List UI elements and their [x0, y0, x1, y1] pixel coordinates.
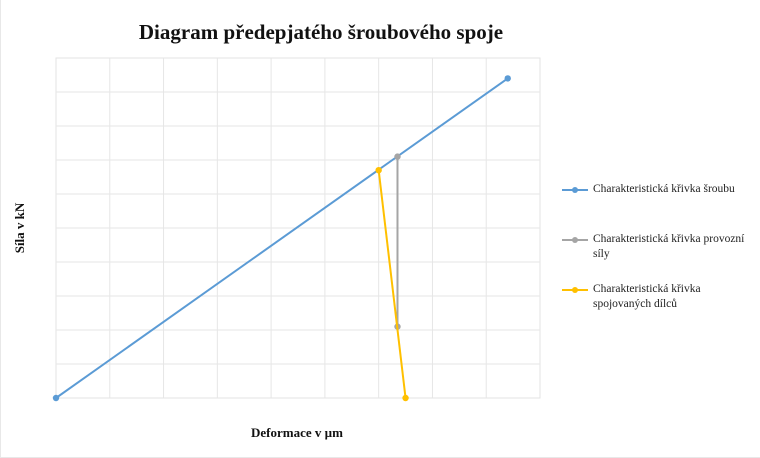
- legend-label-srouby: Charakteristická křivka šroubu: [593, 183, 735, 195]
- data-point-spojovanych-dilcu-0[interactable]: [375, 167, 382, 174]
- legend-swatch-marker: [572, 187, 578, 193]
- legend-label-provozni-sily: Charakteristická křivka provozní síly: [593, 233, 745, 260]
- chart-title: Diagram předepjatého šroubového spoje: [138, 20, 504, 44]
- data-point-srouby-1[interactable]: [504, 75, 511, 82]
- series-line-spojovanych-dilcu[interactable]: [377, 170, 407, 399]
- legend-swatch-marker: [572, 287, 578, 293]
- legend-swatch-srouby: [562, 187, 588, 193]
- series-group: [52, 75, 511, 402]
- x-axis-label: Deformace v µm: [251, 425, 343, 440]
- legend-swatch-marker: [572, 237, 578, 243]
- data-point-spojovanych-dilcu-1[interactable]: [402, 394, 409, 402]
- data-point-srouby-0[interactable]: [52, 394, 60, 402]
- grid: [56, 58, 540, 398]
- legend-swatch-spojovanych-dilcu: [562, 287, 588, 293]
- legend-label-spojovanych-dilcu: Charakteristická křivka spojovaných dílc…: [593, 283, 701, 310]
- data-point-provozni-sily-0[interactable]: [394, 153, 401, 160]
- legend-swatch-provozni-sily: [562, 237, 588, 243]
- series-line-srouby[interactable]: [55, 77, 509, 399]
